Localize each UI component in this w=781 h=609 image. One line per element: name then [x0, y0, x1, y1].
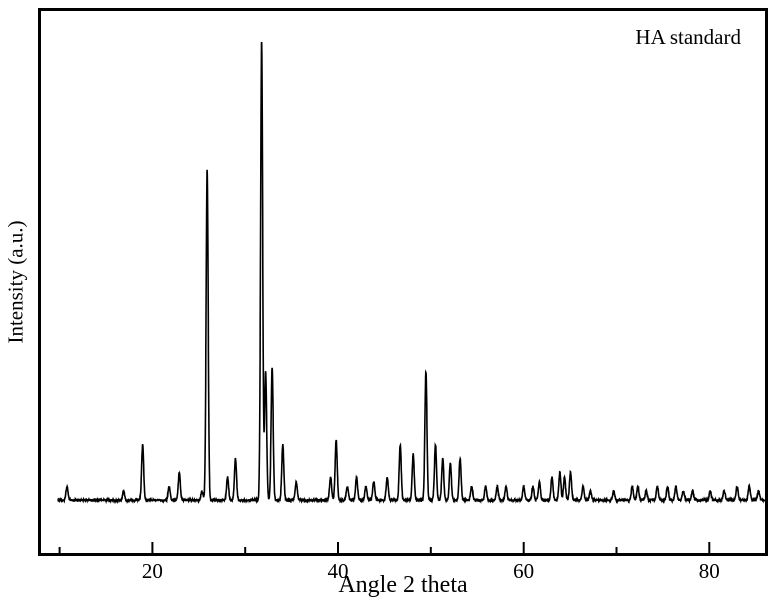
- y-axis-label: Intensity (a.u.): [3, 220, 28, 344]
- x-axis-label: Angle 2 theta: [338, 572, 468, 598]
- plot-area: HA standard: [38, 8, 768, 556]
- x-tick-label: 20: [141, 559, 163, 583]
- xrd-plot-svg: [57, 41, 765, 553]
- xrd-trace: [57, 41, 765, 505]
- annotation-label: HA standard: [635, 25, 741, 49]
- x-tick-label: 80: [698, 559, 720, 583]
- x-tick-label: 60: [513, 559, 535, 583]
- x-tick-label: 40: [327, 559, 349, 583]
